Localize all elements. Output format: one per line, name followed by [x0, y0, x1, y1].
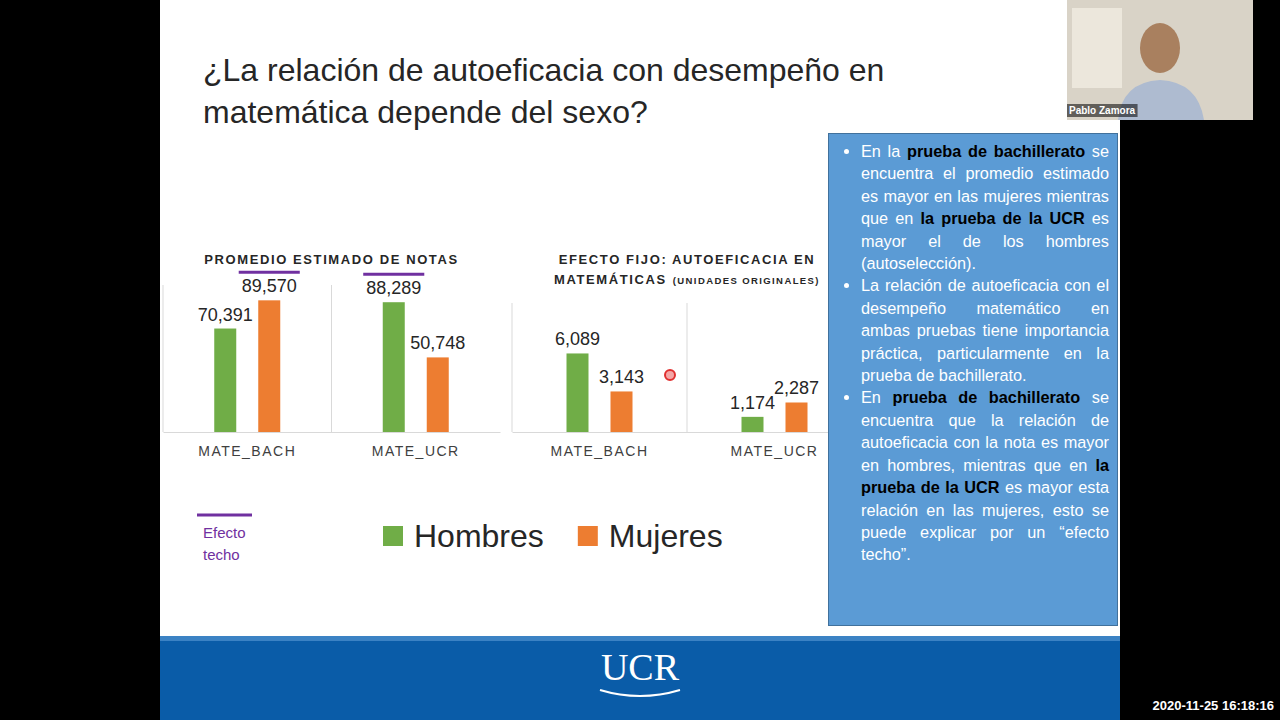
bar — [786, 402, 808, 432]
x-tick: MATE_UCR — [731, 432, 819, 459]
webcam-name-bg — [1067, 104, 1138, 117]
data-label: 70,391 — [198, 305, 253, 325]
chart-title-text: PROMEDIO ESTIMADO DE NOTAS — [204, 252, 458, 267]
webcam-person-head — [1140, 23, 1180, 73]
ceiling-marker — [239, 271, 300, 274]
ceiling-legend-label: Efecto techo — [203, 524, 246, 563]
legend: Hombres Mujeres — [383, 518, 723, 554]
footer-edge — [160, 636, 1120, 641]
legend-label: Hombres — [414, 518, 544, 554]
ceiling-legend-line-text: techo — [203, 546, 240, 563]
bullet-highlight: la prueba de la UCR — [921, 209, 1085, 227]
bullet: En la prueba de bachillerato se encuentr… — [861, 140, 1109, 274]
x-tick: MATE_UCR — [372, 432, 460, 459]
x-axis: MATE_BACH MATE_UCR — [513, 432, 863, 459]
bar — [427, 357, 449, 432]
background — [0, 0, 1280, 720]
frame-line — [331, 285, 332, 432]
data-label: 3,143 — [599, 367, 644, 387]
slide-title: ¿La relación de autoeficacia con desempe… — [203, 52, 884, 130]
footer-logo: UCR — [601, 646, 680, 688]
webcam-name: Pablo Zamora — [1069, 105, 1136, 116]
footer-band — [160, 640, 1120, 720]
pointer-dot — [665, 370, 675, 380]
bullet-text: En — [861, 388, 892, 406]
legend-swatch — [383, 526, 403, 546]
bullet-highlight: prueba de bachillerato — [892, 388, 1080, 406]
chart-title-text: MATEMÁTICAS — [554, 272, 667, 287]
frame-line — [512, 303, 513, 432]
frame-line — [163, 285, 164, 432]
chart-title-text: EFECTO FIJO: AUTOEFICACIA EN — [559, 252, 815, 267]
chart-title: PROMEDIO ESTIMADO DE NOTAS — [204, 252, 458, 267]
x-tick: MATE_BACH — [550, 432, 648, 459]
bar — [258, 300, 280, 432]
data-label: 89,570 — [242, 276, 297, 296]
ceiling-marker — [363, 273, 424, 276]
ceiling-legend-line-text: Efecto — [203, 524, 246, 541]
slide-title-line: matemática depende del sexo? — [203, 94, 648, 130]
logo-arc — [600, 690, 680, 696]
data-labels: 70,391 88,289 89,570 50,748 — [198, 276, 466, 353]
x-tick-label: MATE_BACH — [198, 443, 296, 459]
x-tick-label: MATE_BACH — [550, 443, 648, 459]
x-axis-line — [513, 432, 863, 433]
data-label: 1,174 — [730, 393, 775, 413]
legend-label: Mujeres — [609, 518, 723, 554]
chart-subtitle: (UNIDADES ORIGINALES) — [673, 275, 820, 286]
bullet-list: En la prueba de bachillerato se encuentr… — [829, 140, 1109, 566]
bar — [383, 302, 405, 432]
x-tick-label: MATE_UCR — [731, 443, 819, 459]
data-labels: 6,089 1,174 3,143 2,287 — [555, 329, 819, 412]
chart: 70,391 88,289 89,570 50,748 MATE_BACH MATE_UC… — [163, 276, 501, 459]
timestamp: 2020-11-25 16:18:16 — [1153, 698, 1274, 713]
webcam: Pablo Zamora — [1067, 0, 1253, 120]
x-tick-label: MATE_UCR — [372, 443, 460, 459]
bullet-text: En la — [861, 142, 907, 160]
bars — [567, 353, 808, 432]
frame-line — [687, 303, 688, 432]
chart-title: EFECTO FIJO: AUTOEFICACIA EN — [559, 252, 815, 267]
data-label: 88,289 — [366, 278, 421, 298]
ceiling-legend-line — [197, 514, 252, 517]
data-label: 6,089 — [555, 329, 600, 349]
bar — [567, 353, 589, 432]
slide-title-line: ¿La relación de autoeficacia con desempe… — [203, 52, 884, 88]
bar — [742, 417, 764, 432]
bullet: La relación de autoeficacia con el desem… — [861, 274, 1109, 386]
x-axis: MATE_BACH MATE_UCR — [164, 432, 501, 459]
bar — [611, 391, 633, 432]
slide — [160, 0, 1120, 720]
webcam-frame — [1067, 0, 1253, 120]
bullet: En prueba de bachillerato se encuentra q… — [861, 386, 1109, 565]
data-label: 50,748 — [410, 333, 465, 353]
chart-title: MATEMÁTICAS (UNIDADES ORIGINALES) — [554, 272, 820, 287]
bar — [214, 329, 236, 432]
bullet-text: La relación de autoeficacia con el desem… — [861, 276, 1109, 384]
text-box: En la prueba de bachillerato se encuentr… — [828, 133, 1118, 626]
data-label: 2,287 — [774, 378, 819, 398]
bullet-highlight: prueba de bachillerato — [907, 142, 1085, 160]
chart: 6,089 1,174 3,143 2,287 MATE_BACH MATE_UCR — [512, 303, 863, 459]
legend-swatch — [578, 526, 598, 546]
x-axis-line — [164, 432, 501, 433]
webcam-window — [1072, 8, 1122, 88]
x-tick: MATE_BACH — [198, 432, 296, 459]
